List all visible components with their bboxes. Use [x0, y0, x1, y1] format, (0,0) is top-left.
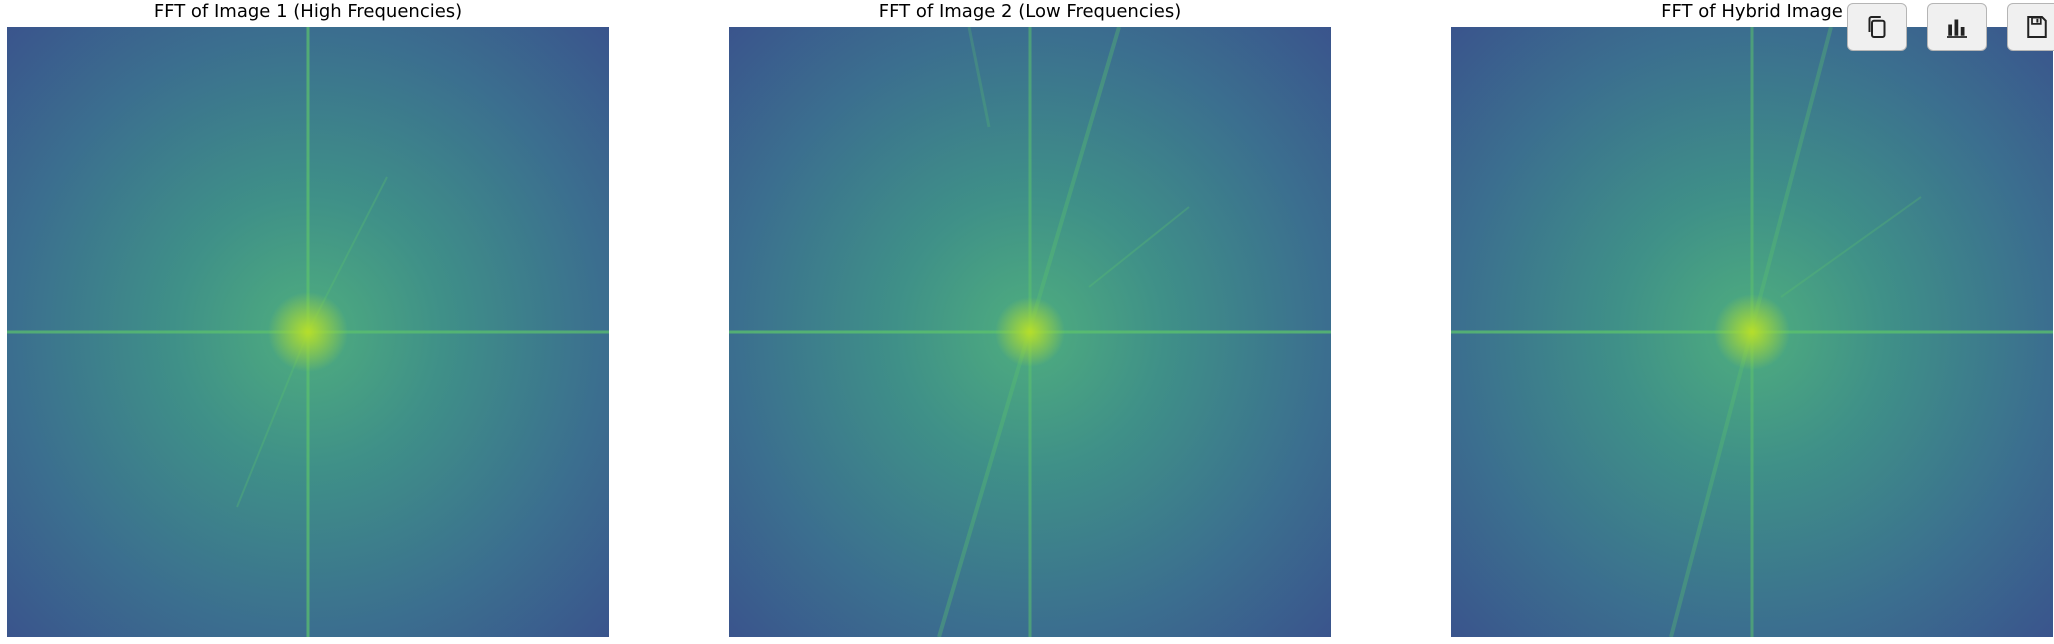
- fft-image-1: [7, 27, 609, 637]
- copy-icon: [1868, 16, 1886, 38]
- panel-title-3: FFT of Hybrid Image: [1661, 1, 1843, 22]
- bar-chart-icon: [1947, 19, 1967, 38]
- plot-toolbar: [1845, 3, 2054, 53]
- chart-button[interactable]: [1927, 3, 1987, 51]
- save-button[interactable]: [2007, 3, 2054, 51]
- fft-image-2: [729, 27, 1331, 637]
- fft-hybrid-image: [1451, 27, 2053, 637]
- copy-button[interactable]: [1847, 3, 1907, 51]
- panel-title-2: FFT of Image 2 (Low Frequencies): [878, 1, 1182, 22]
- panel-title-1: FFT of Image 1 (High Frequencies): [153, 1, 463, 22]
- save-icon: [2027, 16, 2047, 38]
